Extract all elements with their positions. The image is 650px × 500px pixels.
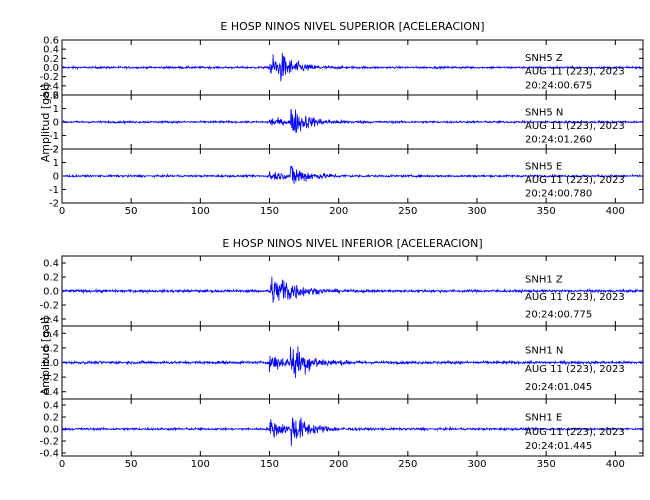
trace-panel-SNH1-Z: 0.4 0.2 0.0 -0.2 -0.4 SNH1 Z AUG 11 (223), 202… <box>39 255 644 327</box>
y-tick-label: -0.6 <box>39 91 59 102</box>
y-tick-label: 0 <box>53 118 59 129</box>
station-label: SNH1 E <box>525 413 562 424</box>
x-tick-label: 50 <box>125 459 138 470</box>
chart-panel-1: E HOSP NINOS NIVEL INFERIOR [ACELERACION… <box>39 237 644 470</box>
y-tick-label: 0.0 <box>43 425 59 436</box>
x-tick-label: 0 <box>59 459 65 470</box>
record-date: AUG 11 (223), 2023 <box>525 364 625 375</box>
y-tick-label: -0.4 <box>39 81 59 92</box>
waveform-SNH1-N <box>61 346 644 379</box>
y-tick-label: -1 <box>49 185 59 196</box>
y-tick-label: 0.0 <box>43 63 59 74</box>
y-tick-label: 1 <box>53 158 59 169</box>
record-date: AUG 11 (223), 2023 <box>525 427 625 438</box>
y-tick-label: 0.6 <box>43 36 59 47</box>
x-tick-label: 350 <box>537 206 556 217</box>
y-tick-label: 0.0 <box>43 287 59 298</box>
x-tick-label: 300 <box>467 459 486 470</box>
x-tick-label: 100 <box>191 206 210 217</box>
x-tick-label: 50 <box>125 206 138 217</box>
y-tick-label: -0.2 <box>39 437 59 448</box>
chart-title: E HOSP NINOS NIVEL SUPERIOR [ACELERACION… <box>220 20 484 33</box>
y-tick-label: 0.0 <box>43 358 59 369</box>
x-tick-label: 0 <box>59 206 65 217</box>
record-time: 20:24:00.675 <box>525 80 592 91</box>
record-time: 20:24:01.045 <box>525 382 592 393</box>
x-tick-label: 400 <box>606 459 625 470</box>
y-tick-label: -0.2 <box>39 72 59 83</box>
station-label: SNH5 Z <box>525 53 563 64</box>
trace-panel-SNH5-Z: 0.60.40.20.0-0.2-0.4-0.6 SNH5 Z AUG 11 (22… <box>39 36 644 102</box>
panel-frame <box>61 398 644 457</box>
waveform-SNH5-Z <box>61 52 644 82</box>
waveform-SNH5-N <box>61 109 644 134</box>
waveform-SNH1-Z <box>61 276 644 303</box>
y-tick-label: 0.4 <box>43 401 59 412</box>
x-tick-label: 150 <box>260 206 279 217</box>
trace-panel-SNH5-E: 2 1 0 -1 -2 SNH5 E AUG 11 (223), 2023 20:24:00.… <box>49 145 644 210</box>
y-tick-label: 0.2 <box>43 413 59 424</box>
y-tick-label: 0.2 <box>43 273 59 284</box>
y-tick-label: 1 <box>53 104 59 115</box>
x-tick-label: 200 <box>329 459 348 470</box>
trace-panel-SNH1-E: 0.40.20.0-0.2-0.4 SNH1 E AUG 11 (223), 202… <box>39 398 644 460</box>
x-tick-label: 400 <box>606 206 625 217</box>
record-time: 20:24:01.260 <box>525 135 592 146</box>
chart-panel-0: E HOSP NINOS NIVEL SUPERIOR [ACELERACION… <box>39 20 644 217</box>
y-tick-label: 0.2 <box>43 343 59 354</box>
station-label: SNH5 N <box>525 108 563 119</box>
x-tick-label: 300 <box>467 206 486 217</box>
x-tick-label: 200 <box>329 206 348 217</box>
y-tick-label: -2 <box>49 199 59 210</box>
x-tick-label: 100 <box>191 459 210 470</box>
station-label: SNH1 N <box>525 346 563 357</box>
record-date: AUG 11 (223), 2023 <box>525 67 625 78</box>
y-tick-label: -0.4 <box>39 449 59 460</box>
x-tick-label: 350 <box>537 459 556 470</box>
x-tick-label: 150 <box>260 459 279 470</box>
record-date: AUG 11 (223), 2023 <box>525 175 625 186</box>
y-tick-label: 0 <box>53 172 59 183</box>
y-tick-label: -0.2 <box>39 301 59 312</box>
record-time: 20:24:00.775 <box>525 310 592 321</box>
record-date: AUG 11 (223), 2023 <box>525 292 625 303</box>
x-tick-label: 250 <box>398 206 417 217</box>
y-tick-label: -0.4 <box>39 315 59 326</box>
y-tick-label: -0.4 <box>39 387 59 398</box>
x-tick-label: 250 <box>398 459 417 470</box>
station-label: SNH1 Z <box>525 275 563 286</box>
y-tick-label: 0.4 <box>43 45 59 56</box>
record-time: 20:24:01.445 <box>525 441 592 452</box>
y-tick-label: -1 <box>49 131 59 142</box>
y-tick-label: 0.2 <box>43 54 59 65</box>
y-tick-label: 2 <box>53 145 59 156</box>
waveform-SNH5-E <box>61 165 644 185</box>
record-date: AUG 11 (223), 2023 <box>525 121 625 132</box>
station-label: SNH5 E <box>525 162 562 173</box>
y-tick-label: -0.2 <box>39 373 59 384</box>
y-axis-label: Amplitud [gal] <box>39 84 52 162</box>
waveform-SNH1-E <box>61 417 644 447</box>
trace-panel-SNH5-N: 2 1 0 -1 -2 SNH5 N AUG 11 (223), 2023 20:24:01.… <box>49 91 644 156</box>
y-axis-label: Amplitud [gal] <box>39 317 52 395</box>
chart-title: E HOSP NINOS NIVEL INFERIOR [ACELERACION… <box>222 237 482 250</box>
y-tick-label: 0.4 <box>43 329 59 340</box>
trace-panel-SNH1-N: 0.4 0.2 0.0 -0.2 -0.4 SNH1 N AUG 11 (223), 202… <box>39 325 644 400</box>
y-tick-label: 2 <box>53 91 59 102</box>
y-tick-label: 0.4 <box>43 259 59 270</box>
y-tick-label: -2 <box>49 145 59 156</box>
record-time: 20:24:00.780 <box>525 189 592 200</box>
